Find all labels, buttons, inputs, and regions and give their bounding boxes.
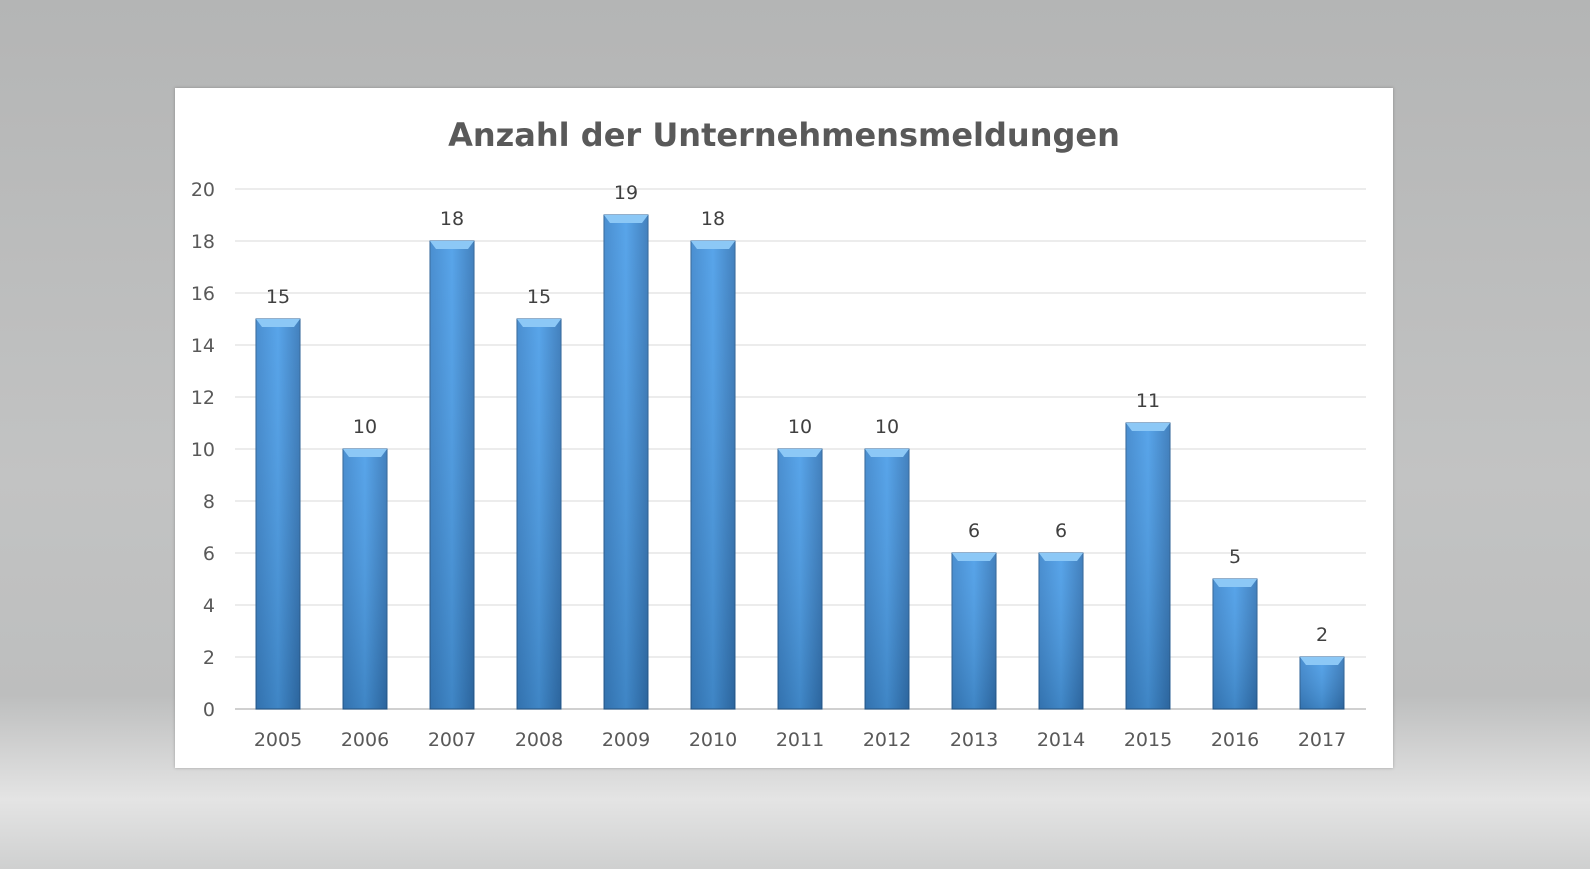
data-label: 10 [353,416,377,438]
bar-2009: 19 2009 [602,182,650,751]
x-tick-label: 2011 [776,729,824,751]
bar-2013: 6 2013 [950,520,998,751]
bar-bevel [343,449,387,457]
bar-bevel [691,241,735,249]
bar-2017: 2 2017 [1298,624,1346,751]
bar-shade [430,241,474,709]
x-tick-label: 2015 [1124,729,1172,751]
data-label: 2 [1316,624,1328,646]
bar-shade [778,449,822,709]
data-label: 10 [788,416,812,438]
bar-bevel [865,449,909,457]
bar-2016: 5 2016 [1211,546,1259,751]
bar-2011: 10 2011 [776,416,824,751]
bar-bevel [430,241,474,249]
bar-2007: 18 2007 [428,208,476,751]
y-tick-label: 14 [191,335,215,357]
x-tick-label: 2008 [515,729,563,751]
y-tick-label: 16 [191,283,215,305]
data-label: 19 [614,182,638,204]
bar-bevel [1126,423,1170,431]
bar-2010: 18 2010 [689,208,737,751]
x-tick-label: 2016 [1211,729,1259,751]
data-label: 18 [701,208,725,230]
bar-2006: 10 2006 [341,416,389,751]
bar-2014: 6 2014 [1037,520,1085,751]
x-tick-label: 2010 [689,729,737,751]
bar-shade [604,215,648,709]
data-label: 6 [968,520,980,542]
x-tick-label: 2012 [863,729,911,751]
x-tick-label: 2013 [950,729,998,751]
y-tick-label: 20 [191,179,215,201]
y-tick-label: 8 [203,491,215,513]
bar-bevel [604,215,648,223]
chart-title: Anzahl der Unternehmensmeldungen [448,116,1120,154]
data-label: 6 [1055,520,1067,542]
bar-shade [343,449,387,709]
bar-shade [1213,579,1257,709]
bar-2012: 10 2012 [863,416,911,751]
y-tick-label: 12 [191,387,215,409]
y-tick-label: 0 [203,699,215,721]
bar-shade [691,241,735,709]
x-tick-label: 2006 [341,729,389,751]
bar-shade [1126,423,1170,709]
bar-2005: 15 2005 [254,286,302,751]
y-tick-label: 18 [191,231,215,253]
bar-bevel [517,319,561,327]
bar-shade [1039,553,1083,709]
bar-bevel [1039,553,1083,561]
data-label: 5 [1229,546,1241,568]
data-label: 15 [266,286,290,308]
data-label: 15 [527,286,551,308]
bar-shade [1300,657,1344,709]
bar-2015: 11 2015 [1124,390,1172,751]
y-tick-label: 6 [203,543,215,565]
bar-bevel [778,449,822,457]
bar-2008: 15 2008 [515,286,563,751]
y-tick-label: 4 [203,595,215,617]
x-tick-label: 2017 [1298,729,1346,751]
bar-shade [517,319,561,709]
x-tick-label: 2005 [254,729,302,751]
y-tick-label: 10 [191,439,215,461]
bar-bevel [1213,579,1257,587]
data-label: 18 [440,208,464,230]
y-tick-label: 2 [203,647,215,669]
x-tick-label: 2007 [428,729,476,751]
bar-shade [865,449,909,709]
x-tick-label: 2014 [1037,729,1085,751]
x-tick-label: 2009 [602,729,650,751]
bar-shade [952,553,996,709]
bar-bevel [1300,657,1344,665]
data-label: 11 [1136,390,1160,412]
bar-bevel [952,553,996,561]
bar-bevel [256,319,300,327]
bar-shade [256,319,300,709]
data-label: 10 [875,416,899,438]
